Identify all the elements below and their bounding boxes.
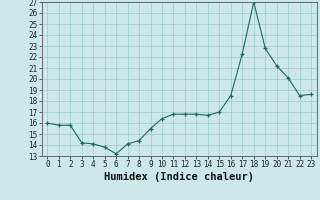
X-axis label: Humidex (Indice chaleur): Humidex (Indice chaleur)	[104, 172, 254, 182]
